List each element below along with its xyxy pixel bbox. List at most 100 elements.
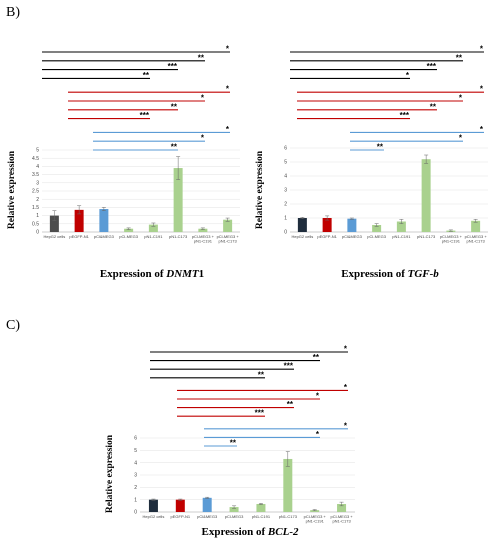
error-bar xyxy=(176,156,181,180)
caption-dnmt1-gene: DNMT xyxy=(166,268,199,280)
x-tick-label: pCl-MEG3 xyxy=(119,234,138,239)
error-bar xyxy=(312,509,317,512)
y-tick-label: 3 xyxy=(134,473,137,479)
x-tick-label: pCl-MEG3 + pN1-C173 xyxy=(217,234,240,244)
bar xyxy=(421,159,431,232)
y-tick-label: 3 xyxy=(36,180,39,186)
significance-mark: * xyxy=(344,383,348,392)
bar xyxy=(229,507,239,512)
significance-mark: * xyxy=(459,94,463,103)
x-tick-label: pCl-MEG3 xyxy=(367,234,386,239)
bar xyxy=(175,499,185,512)
significance-mark: ** xyxy=(258,370,265,379)
error-bar xyxy=(473,219,478,223)
error-bar xyxy=(300,217,305,219)
bar xyxy=(310,510,320,512)
error-bar xyxy=(126,227,131,230)
significance-mark: ** xyxy=(377,143,384,152)
significance-mark: *** xyxy=(140,111,150,120)
x-tick-label: HepG2 cells xyxy=(43,234,65,239)
y-tick-label: 1 xyxy=(284,216,287,222)
caption-dnmt1: Expression of DNMT1 xyxy=(52,268,252,280)
x-tick-label: pCl&MEG3 xyxy=(94,234,115,239)
significance-mark: * xyxy=(316,392,320,401)
y-tick-label: 0 xyxy=(134,510,137,516)
bar xyxy=(49,215,59,232)
error-bar xyxy=(399,219,404,224)
x-tick-label: HepG2 cells xyxy=(291,234,313,239)
error-bar xyxy=(448,229,453,232)
bar xyxy=(322,218,332,232)
x-tick-label: pCl&MEG3 xyxy=(197,514,218,519)
error-bar xyxy=(225,217,230,222)
bar xyxy=(256,503,266,512)
y-tick-label: 3 xyxy=(284,188,287,194)
bar xyxy=(471,220,481,232)
significance-mark: * xyxy=(316,430,320,439)
caption-bcl2-gene: BCL-2 xyxy=(267,526,299,538)
y-tick-label: 1 xyxy=(36,213,39,219)
error-bar xyxy=(200,227,205,230)
x-tick-label: pCl-MEG3 + pN1-C191 xyxy=(304,514,327,524)
bar xyxy=(297,218,307,232)
error-bar xyxy=(325,215,330,221)
caption-tgfb-prefix: Expression of xyxy=(341,268,408,280)
error-bar xyxy=(285,451,290,467)
y-tick-label: 2.5 xyxy=(32,189,39,195)
x-tick-label: pN1-C191 xyxy=(252,514,271,519)
y-tick-label: 2 xyxy=(284,202,287,208)
error-bar xyxy=(232,505,237,509)
x-tick-label: pEGFP-N1 xyxy=(171,514,191,519)
significance-mark: * xyxy=(344,421,348,430)
error-bar xyxy=(52,210,57,221)
bar xyxy=(337,503,347,512)
x-tick-label: HepG2 cells xyxy=(143,514,165,519)
significance-mark: ** xyxy=(430,102,437,111)
bar xyxy=(148,224,158,232)
bar xyxy=(202,497,212,512)
caption-bcl2: Expression of BCL-2 xyxy=(150,526,350,538)
x-tick-label: pN1-C191 xyxy=(144,234,163,239)
x-tick-label: pCl-MEG3 + pN1-C173 xyxy=(331,514,354,524)
chart-0: 0 0.5 1 1.5 2 2.5 3 3.5 4 4.5 5 Relative expression… xyxy=(7,45,240,244)
panel-letter-b: B) xyxy=(6,5,20,20)
y-tick-label: 5 xyxy=(134,448,137,454)
y-tick-label: 1 xyxy=(134,497,137,503)
significance-mark: ** xyxy=(171,102,178,111)
y-tick-label: 5 xyxy=(284,160,287,166)
x-tick-label: pCl-MEG3 + pN1-C191 xyxy=(440,234,463,244)
bar xyxy=(148,499,158,512)
y-tick-label: 2 xyxy=(36,197,39,203)
error-bar xyxy=(374,223,379,227)
significance-mark: * xyxy=(226,125,230,134)
significance-mark: * xyxy=(226,85,230,94)
error-bar xyxy=(205,496,210,499)
x-tick-label: pN1-C191 xyxy=(392,234,411,239)
panel-letter-c: C) xyxy=(6,318,20,333)
error-bar xyxy=(349,217,354,220)
x-tick-label: pN1-C173 xyxy=(279,514,298,519)
bar xyxy=(124,228,134,232)
significance-mark: *** xyxy=(400,111,410,120)
caption-tgfb-gene: TGF-b xyxy=(407,268,439,280)
bar xyxy=(173,168,183,232)
bar xyxy=(198,228,208,232)
significance-mark: * xyxy=(480,125,484,134)
y-tick-label: 4 xyxy=(36,164,39,170)
bar xyxy=(223,219,233,232)
y-axis-label: Relative expression xyxy=(255,150,265,229)
y-tick-label: 6 xyxy=(134,436,137,442)
chart-2: 0 1 2 3 4 5 6 Relative expression HepG2 cells pEG… xyxy=(105,345,355,524)
y-tick-label: 0.5 xyxy=(32,221,39,227)
caption-bcl2-prefix: Expression of xyxy=(201,526,268,538)
x-tick-label: pCl-MEG3 + pN1-C173 xyxy=(465,234,488,244)
significance-mark: * xyxy=(480,45,484,54)
bar xyxy=(372,225,382,232)
bar xyxy=(283,458,293,512)
chart-1: 0 1 2 3 4 5 6 Relative expression HepG2 cells pEG… xyxy=(255,45,488,244)
significance-mark: * xyxy=(459,134,463,143)
x-tick-label: pCl&MEG3 xyxy=(342,234,363,239)
y-tick-label: 4.5 xyxy=(32,156,39,162)
significance-mark: ** xyxy=(313,353,320,362)
